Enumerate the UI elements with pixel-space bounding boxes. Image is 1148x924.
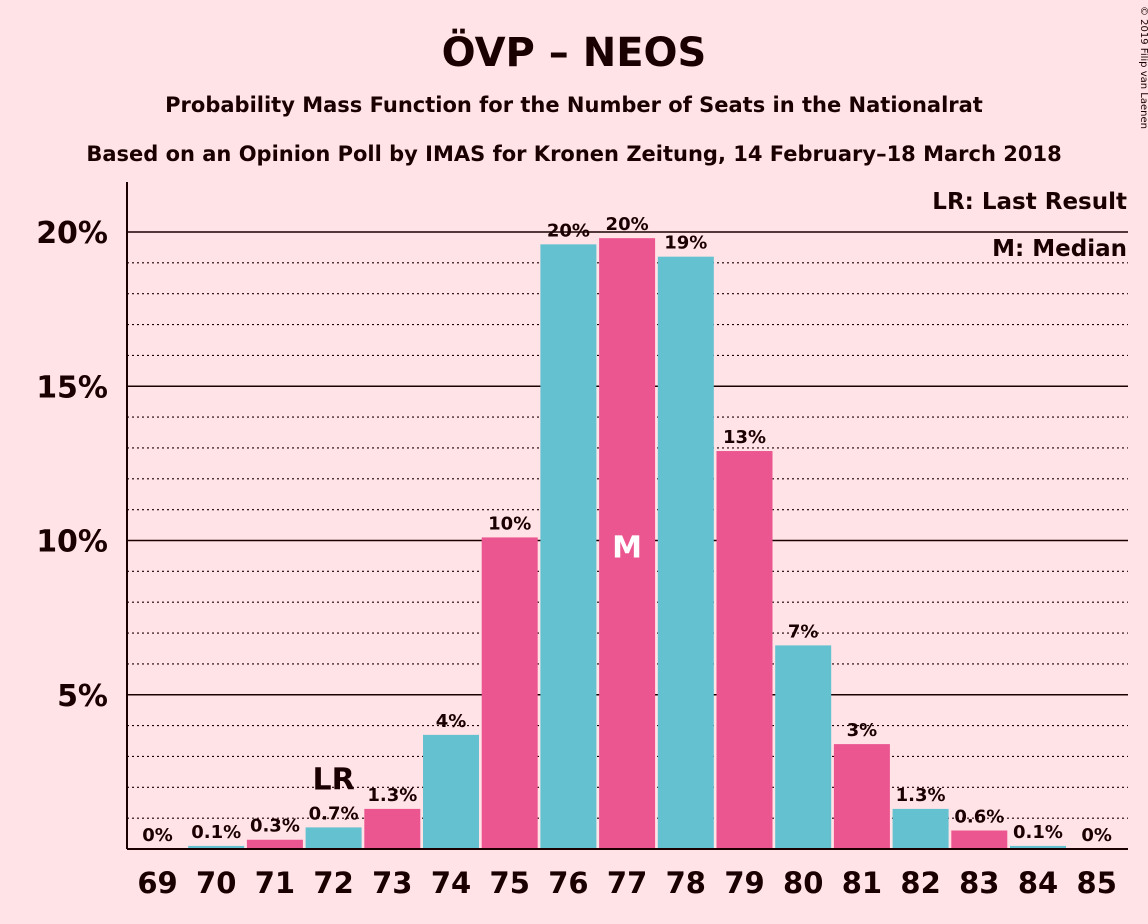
data-label-seat-70: 0.1%: [191, 822, 241, 843]
x-tick-label: 77: [607, 866, 647, 900]
bar-seat-74: [423, 734, 479, 849]
bar-seat-73: [364, 808, 421, 849]
y-tick-label: 20%: [36, 216, 108, 251]
data-label-seat-80: 7%: [788, 621, 819, 642]
x-tick-label: 76: [548, 866, 588, 900]
x-tick-label: 70: [196, 866, 236, 900]
data-labels: 0% 0.1% 0.3% 0.7% 1.3% 4% 10% 20% 20% 19% 13% 7% 3% 1…: [142, 214, 1112, 846]
bar-seat-71: [246, 839, 303, 849]
bar-seat-80: [775, 645, 832, 849]
data-label-seat-69: 0%: [142, 825, 173, 846]
x-tick-label: 83: [959, 866, 999, 900]
bars: [188, 238, 1066, 850]
data-label-seat-85: 0%: [1081, 825, 1112, 846]
bar-seat-72: [305, 827, 362, 849]
data-label-seat-76: 20%: [547, 220, 590, 241]
bar-seat-78: [657, 256, 714, 849]
x-tick-label: 74: [431, 866, 471, 900]
data-label-seat-82: 1.3%: [896, 785, 946, 806]
bar-seat-70: [188, 845, 245, 849]
x-tick-label: 84: [1018, 866, 1058, 900]
legend-median: M: Median: [992, 236, 1127, 262]
data-label-seat-75: 10%: [488, 513, 531, 534]
bar-seat-76: [540, 244, 597, 850]
y-tick-label: 10%: [36, 525, 108, 560]
bar-seat-75: [481, 537, 538, 849]
bar-seat-84: [1010, 845, 1066, 849]
x-tick-label: 69: [137, 866, 177, 900]
x-tick-label: 80: [783, 866, 823, 900]
data-label-seat-84: 0.1%: [1013, 822, 1063, 843]
chart-subtitle: Probability Mass Function for the Number…: [165, 93, 983, 117]
data-label-seat-72: 0.7%: [309, 803, 359, 824]
x-tick-label: 75: [490, 866, 530, 900]
bar-seat-79: [716, 451, 773, 849]
legend-last-result: LR: Last Result: [932, 189, 1127, 215]
bar-seat-81: [833, 744, 890, 849]
median-marker: M: [612, 531, 642, 566]
data-label-seat-77: 20%: [606, 214, 649, 235]
last-result-marker: LR: [312, 762, 354, 797]
x-tick-label: 82: [900, 866, 940, 900]
y-tick-label: 5%: [57, 679, 108, 714]
data-label-seat-71: 0.3%: [250, 816, 300, 837]
data-label-seat-78: 19%: [664, 233, 707, 254]
x-axis-ticks: 69 70 71 72 73 74 75 76 77 78 79 80 81 82 83 84 85: [137, 866, 1117, 900]
chart-title: ÖVP – NEOS: [442, 28, 707, 76]
data-label-seat-83: 0.6%: [954, 806, 1004, 827]
bar-seat-83: [951, 830, 1008, 849]
x-tick-label: 78: [666, 866, 706, 900]
copyright-notice: © 2019 Filip van Laenen: [1138, 6, 1148, 129]
x-tick-label: 71: [255, 866, 295, 900]
data-label-seat-74: 4%: [436, 711, 467, 732]
y-tick-label: 15%: [36, 370, 108, 405]
chart-subtitle-poll: Based on an Opinion Poll by IMAS for Kro…: [86, 142, 1061, 166]
data-label-seat-73: 1.3%: [367, 785, 417, 806]
x-tick-label: 73: [372, 866, 412, 900]
x-tick-label: 72: [313, 866, 353, 900]
data-label-seat-79: 13%: [723, 427, 766, 448]
x-tick-label: 79: [724, 866, 764, 900]
x-tick-label: 85: [1077, 866, 1117, 900]
bar-seat-82: [892, 808, 949, 849]
x-tick-label: 81: [842, 866, 882, 900]
data-label-seat-81: 3%: [847, 720, 878, 741]
bar-seat-77: [599, 238, 656, 850]
y-axis-ticks: 5% 10% 15% 20%: [36, 216, 108, 714]
